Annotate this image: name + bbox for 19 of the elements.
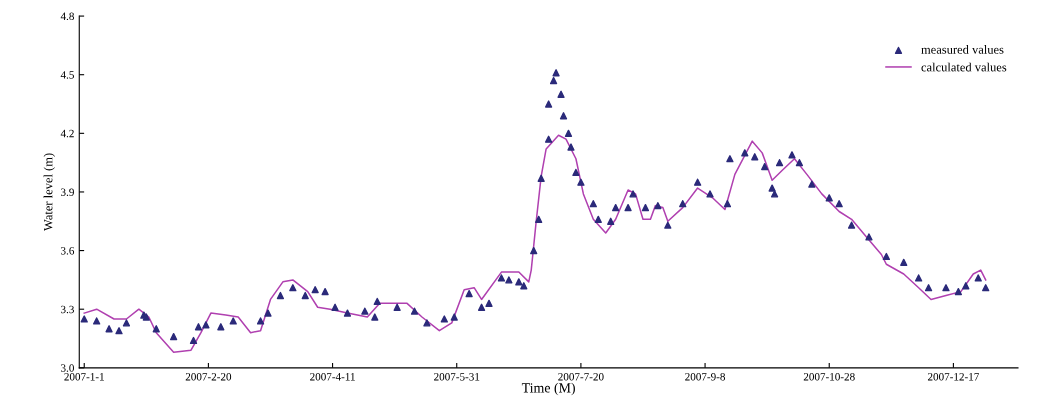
y-tick-label: 3.9	[61, 188, 74, 196]
x-tick-label: 2007-2-20	[185, 373, 232, 381]
legend-label: calculated values	[921, 62, 1007, 72]
x-axis-title: Time (M)	[521, 382, 575, 396]
x-tick-label: 2007-7-20	[558, 373, 604, 381]
y-tick-label: 3.3	[61, 305, 74, 314]
y-axis-title: Water level (m)	[43, 153, 55, 231]
y-tick-label: 3.6	[61, 247, 75, 255]
x-tick-label: 2007-10-28	[803, 373, 855, 381]
y-tick-label: 4.8	[60, 12, 74, 21]
legend-label: measured values	[921, 44, 1004, 54]
x-tick-label: 2007-9-8	[685, 373, 726, 381]
y-tick-label: 3.0	[61, 364, 74, 372]
x-tick-label: 2007-12-17	[927, 373, 979, 381]
x-tick-label: 2007-1-1	[64, 373, 104, 381]
y-tick-label: 4.2	[60, 129, 74, 138]
y-tick-label: 4.5	[60, 71, 74, 79]
x-tick-label: 2007-4-11	[310, 373, 355, 381]
x-tick-label: 2007-5-31	[434, 373, 480, 381]
